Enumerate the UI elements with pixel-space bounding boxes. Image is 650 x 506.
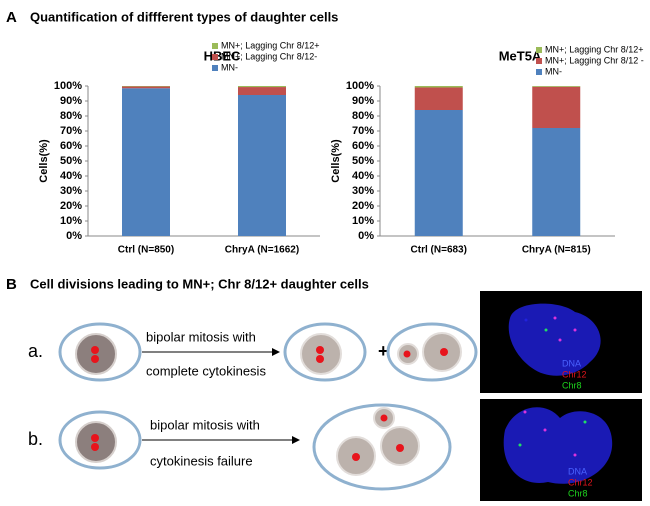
chromosome [403,350,411,358]
y-tick-label: 0% [358,230,374,242]
spot [544,328,548,332]
panel-label: A [6,9,17,26]
step-text: bipolar mitosis with [150,417,260,432]
y-axis-label: Cells(%) [38,139,50,183]
channel-label: DNA [568,466,587,476]
charts: HBECCells(%)0%10%20%30%40%50%60%70%80%90… [38,40,644,255]
legend-label: MN+; Lagging Chr 8/12+ [221,40,320,50]
panel-title: Cell divisions leading to MN+; Chr 8/12+… [30,276,369,291]
legend-label: MN- [221,62,238,72]
legend-label: MN+; Lagging Chr 8/12 - [545,55,644,65]
spot [518,443,522,447]
nucleus [75,333,117,375]
y-tick-label: 70% [352,125,374,137]
y-tick-label: 80% [60,110,82,122]
bar-segment [238,87,286,95]
chromosome [91,434,99,442]
y-tick-label: 20% [60,200,82,212]
chromosome [380,414,388,422]
y-tick-label: 90% [352,95,374,107]
y-tick-label: 0% [66,230,82,242]
x-tick-label: Ctrl (N=683) [411,245,467,256]
bar-segment [414,86,463,88]
channel-label: Chr8 [562,380,582,390]
x-tick-label: ChryA (N=1662) [225,245,299,256]
spot [553,316,557,320]
chromosome [440,348,448,356]
x-tick-label: Ctrl (N=850) [118,245,174,256]
step-text: bipolar mitosis with [146,329,256,344]
bar-segment [238,86,286,88]
legend-swatch [536,47,542,53]
spot [573,453,577,457]
row-label: b. [28,429,43,449]
chart-title: MeT5A [499,48,542,63]
legend-swatch [536,69,542,75]
panel-title: Quantification of diffferent types of da… [30,9,338,24]
legend-swatch [212,43,218,49]
nucleus [75,421,117,463]
legend-label: MN+; Lagging Chr 8/12+ [545,44,644,54]
y-tick-label: 70% [60,125,82,137]
y-tick-label: 90% [60,95,82,107]
y-tick-label: 100% [54,80,82,92]
channel-label: Chr12 [568,477,593,487]
y-tick-label: 60% [60,140,82,152]
bar-segment [414,110,463,236]
y-tick-label: 20% [352,200,374,212]
legend-label: MN- [545,66,562,76]
legend-swatch [536,58,542,64]
bar-segment [532,86,581,87]
y-tick-label: 80% [352,110,374,122]
step-text: complete cytokinesis [146,363,266,378]
channel-label: DNA [562,358,581,368]
chromosome [91,443,99,451]
panel-label: B [6,276,17,293]
chromosome [316,355,324,363]
y-tick-label: 30% [352,185,374,197]
y-tick-label: 50% [352,155,374,167]
legend-label: MN+; Lagging Chr 8/12- [221,51,317,61]
bar-segment [532,128,581,236]
spot [573,328,577,332]
y-tick-label: 10% [60,215,82,227]
plus: + [378,341,389,361]
spot [558,338,562,342]
legend-swatch [212,65,218,71]
bar-segment [238,95,286,236]
channel-label: Chr8 [568,488,588,498]
nucleus [300,333,342,375]
y-tick-label: 40% [60,170,82,182]
x-tick-label: ChryA (N=815) [522,245,591,256]
arrow-head [292,436,300,444]
bar-segment [122,88,170,236]
bar-segment [414,87,463,110]
chromosome [396,444,404,452]
legend-swatch [212,54,218,60]
y-tick-label: 30% [60,185,82,197]
bar-segment [122,86,170,89]
spot [583,420,587,424]
spot [543,428,547,432]
nucleus-image [508,303,601,376]
spot [524,318,528,322]
chromosome [91,346,99,354]
step-text: cytokinesis failure [150,453,253,468]
y-tick-label: 50% [60,155,82,167]
arrow-head [272,348,280,356]
nucleus-image [503,407,613,484]
y-tick-label: 10% [352,215,374,227]
spot [523,410,527,414]
channel-label: Chr12 [562,369,587,379]
y-tick-label: 40% [352,170,374,182]
y-axis-label: Cells(%) [330,139,342,183]
chromosome [352,453,360,461]
y-tick-label: 60% [352,140,374,152]
row-label: a. [28,341,43,361]
y-tick-label: 100% [346,80,374,92]
chromosome [91,355,99,363]
bar-segment [532,86,581,128]
chromosome [316,346,324,354]
